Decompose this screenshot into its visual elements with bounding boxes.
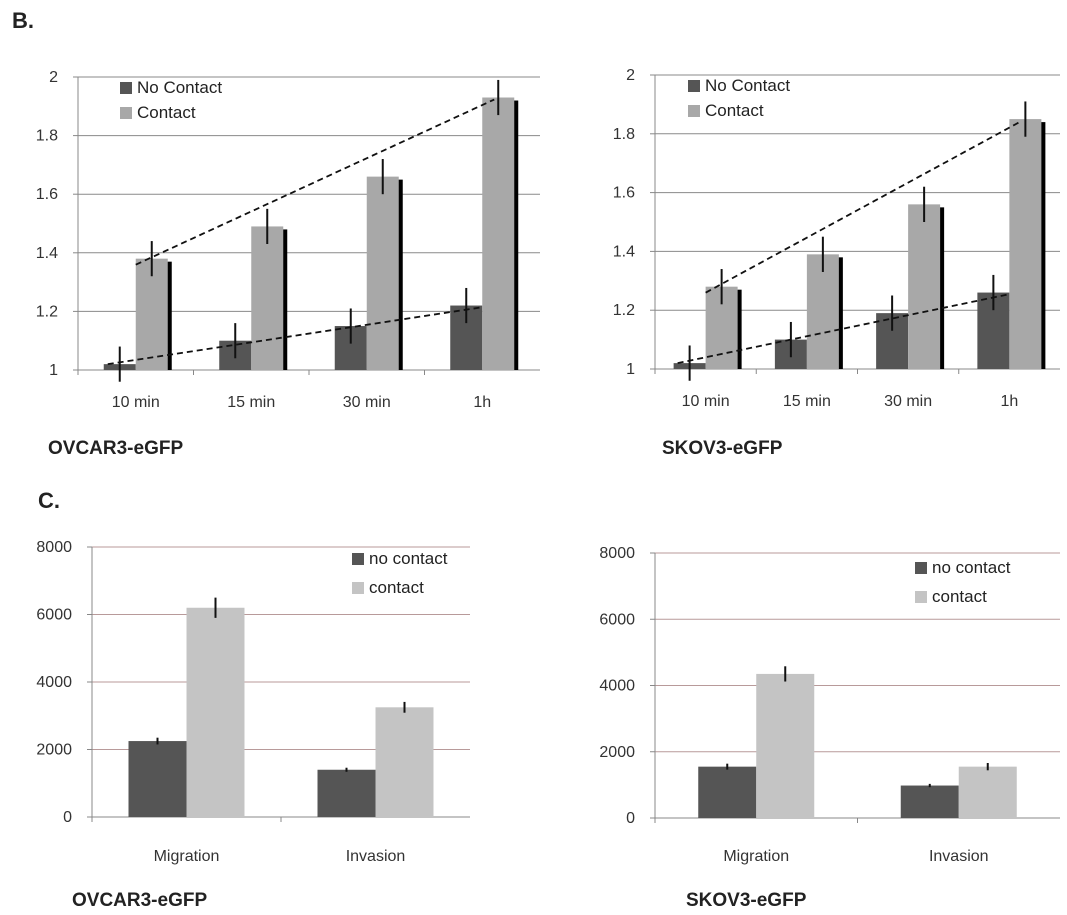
- y-tick-label: 0: [626, 810, 635, 827]
- y-tick-label: 8000: [599, 545, 635, 562]
- y-tick-label: 2000: [599, 744, 635, 761]
- legend-label: no contact: [932, 558, 1011, 577]
- x-category-label: Migration: [723, 848, 789, 865]
- bar-no-contact: [698, 767, 756, 818]
- bar-no-contact: [901, 786, 959, 818]
- legend-label: contact: [932, 587, 987, 606]
- legend-swatch: [915, 562, 927, 574]
- bar-contact: [959, 767, 1017, 818]
- y-tick-label: 6000: [599, 611, 635, 628]
- legend-swatch: [915, 591, 927, 603]
- x-category-label: Invasion: [929, 848, 989, 865]
- bar-contact: [756, 674, 814, 818]
- y-tick-label: 4000: [599, 678, 635, 695]
